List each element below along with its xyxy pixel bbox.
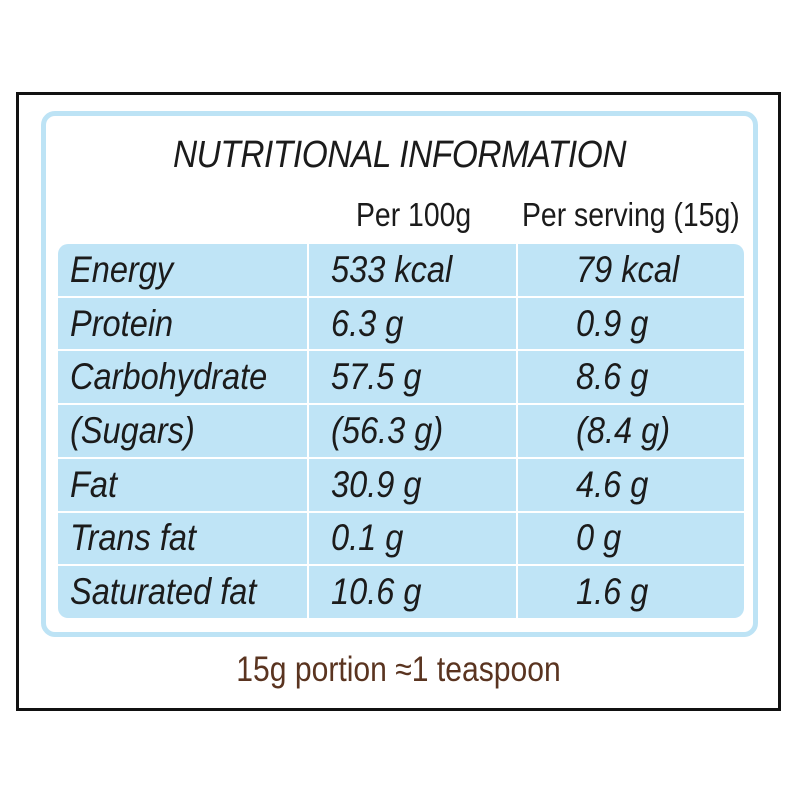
value-per-serving: 8.6 g <box>518 351 744 404</box>
nutrient-name: Saturated fat <box>58 566 307 618</box>
nutrient-name: Trans fat <box>58 512 307 565</box>
nutrition-table: Energy 533 kcal 79 kcal Protein 6.3 g 0.… <box>58 244 744 618</box>
nutrient-name: Fat <box>58 458 307 511</box>
nutrient-name: Energy <box>58 244 307 296</box>
nutrition-label: NUTRITIONAL INFORMATION Per 100g Per ser… <box>16 92 781 711</box>
value-per-serving: 79 kcal <box>518 244 744 296</box>
value-per-100g: 10.6 g <box>309 566 516 618</box>
value-per-100g: 533 kcal <box>309 244 516 296</box>
value-per-serving: 4.6 g <box>518 458 744 511</box>
nutrition-panel: NUTRITIONAL INFORMATION Per 100g Per ser… <box>41 111 758 637</box>
portion-note: 15g portion ≈1 teaspoon <box>236 650 561 689</box>
column-header-per-100g: Per 100g <box>356 196 472 233</box>
value-per-serving: (8.4 g) <box>518 405 744 457</box>
value-per-100g: 30.9 g <box>309 458 516 511</box>
value-per-serving: 1.6 g <box>518 566 744 618</box>
nutrient-name: Carbohydrate <box>58 351 307 404</box>
value-per-serving: 0.9 g <box>518 297 744 350</box>
nutrient-name: (Sugars) <box>58 405 307 457</box>
column-header-per-serving: Per serving (15g) <box>522 196 740 233</box>
value-per-100g: 0.1 g <box>309 512 516 565</box>
value-per-100g: 57.5 g <box>309 351 516 404</box>
nutrient-name: Protein <box>58 297 307 350</box>
label-title: NUTRITIONAL INFORMATION <box>172 134 627 176</box>
value-per-100g: 6.3 g <box>309 297 516 350</box>
value-per-serving: 0 g <box>518 512 744 565</box>
value-per-100g: (56.3 g) <box>309 405 516 457</box>
